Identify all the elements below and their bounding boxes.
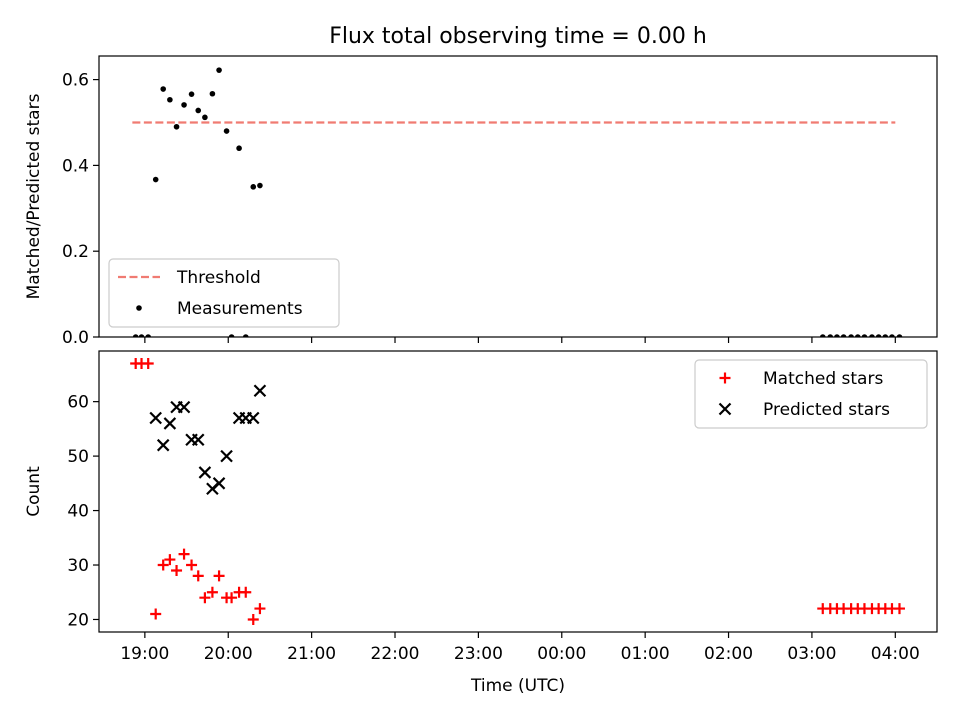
ratio-legend-box — [108, 258, 340, 328]
measurement-point — [827, 334, 834, 337]
matched-stars-point — [240, 586, 252, 598]
measurement-point — [132, 334, 139, 337]
predicted-stars-point — [246, 411, 260, 425]
measurement-point — [889, 334, 895, 337]
count-panel: 20 30 40 50 60 19:00 20:00 21:00 22:00 23:00 00:00… — [24, 350, 938, 696]
predicted-stars-point — [253, 384, 267, 398]
measurement-point — [181, 102, 187, 108]
matched-stars-point — [247, 613, 259, 625]
count-ytick-label: 20 — [67, 610, 89, 630]
xtick-label: 20:00 — [204, 644, 253, 664]
measurement-point — [173, 123, 180, 130]
ratio-legend: Threshold Measurements — [108, 258, 340, 328]
matched-stars-point — [178, 548, 190, 560]
count-legend-box — [694, 359, 928, 429]
measurement-point — [819, 334, 826, 337]
measurement-point — [882, 334, 889, 337]
count-data — [130, 358, 905, 625]
matched-stars-point — [150, 608, 162, 620]
xtick-label: 04:00 — [871, 644, 920, 664]
measurement-point — [138, 334, 145, 337]
ratio-data — [132, 67, 903, 337]
count-ytick-label: 60 — [67, 393, 89, 413]
ratio-ylabel: Matched/Predicted stars — [24, 93, 44, 299]
measurement-point — [188, 91, 195, 97]
legend-label: Matched stars — [763, 369, 883, 389]
ratio-ytick-label: 0.6 — [62, 71, 89, 91]
ratio-ytick-label: 0.2 — [62, 242, 89, 262]
xtick-label: 19:00 — [120, 644, 169, 664]
matched-stars-point — [213, 570, 225, 582]
xtick-label: 22:00 — [371, 644, 420, 664]
matched-stars-point — [254, 603, 266, 615]
measurement-point — [145, 334, 151, 337]
predicted-stars-point — [220, 449, 233, 463]
count-legend: Matched stars Predicted stars — [694, 359, 928, 429]
ratio-ytick-label: 0.0 — [62, 328, 89, 348]
legend-label: Measurements — [177, 299, 303, 319]
measurement-point — [202, 114, 208, 121]
measurement-point — [167, 96, 173, 103]
xlabel: Time (UTC) — [470, 676, 565, 696]
legend-label: Predicted stars — [763, 400, 890, 420]
legend-label: Threshold — [176, 268, 261, 288]
measurement-point — [250, 184, 257, 190]
matched-stars-point — [142, 358, 154, 370]
measurement-point — [160, 86, 167, 92]
chart-title: Flux total observing time = 0.00 h — [329, 24, 707, 49]
count-ytick-label: 50 — [67, 447, 89, 467]
count-ytick-label: 30 — [67, 556, 89, 576]
measurement-point — [228, 334, 235, 337]
measurement-point — [209, 90, 216, 97]
ratio-panel: 0.0 0.2 0.4 0.6 Matched/Predicted stars Thres… — [24, 55, 938, 348]
ratio-frame — [98, 55, 938, 338]
legend-matched-swatch — [719, 372, 731, 384]
matched-stars-point — [206, 586, 218, 598]
xtick-label: 02:00 — [704, 644, 753, 664]
matched-stars-point — [186, 559, 198, 571]
measurement-point — [257, 182, 263, 189]
predicted-stars-point — [163, 417, 177, 430]
matched-stars-point — [171, 564, 183, 576]
measurement-point — [216, 67, 222, 73]
measurement-point — [242, 334, 249, 337]
legend-measurement-swatch — [136, 305, 142, 311]
ratio-ytick-label: 0.4 — [62, 156, 89, 176]
measurement-point — [152, 176, 159, 183]
predicted-stars-point — [191, 433, 205, 447]
count-frame — [98, 350, 938, 633]
predicted-stars-point — [198, 466, 212, 479]
xtick-label: 21:00 — [287, 644, 336, 664]
matched-stars-point — [164, 554, 176, 566]
xtick-label: 03:00 — [787, 644, 836, 664]
measurement-point — [195, 107, 202, 114]
xtick-label: 00:00 — [537, 644, 586, 664]
xtick-label: 23:00 — [454, 644, 503, 664]
measurement-point — [854, 334, 861, 337]
measurement-point — [875, 334, 882, 337]
xtick-label: 01:00 — [621, 644, 670, 664]
matched-stars-point — [199, 592, 211, 604]
measurement-point — [861, 334, 868, 337]
matched-stars-point — [226, 592, 238, 604]
count-ytick-label: 40 — [67, 502, 89, 522]
measurement-point — [223, 128, 230, 134]
predicted-stars-point — [149, 411, 162, 425]
legend-predicted-swatch — [718, 402, 732, 416]
matched-stars-point — [192, 570, 204, 582]
measurement-point — [869, 334, 875, 337]
measurement-point — [896, 334, 903, 337]
matched-stars-point — [893, 603, 905, 615]
measurement-point — [834, 334, 840, 337]
predicted-stars-point — [177, 400, 191, 414]
matched-stars-point — [157, 559, 169, 571]
measurement-point — [840, 334, 847, 337]
count-ylabel: Count — [24, 466, 44, 517]
measurement-point — [236, 145, 242, 152]
predicted-stars-point — [156, 438, 170, 452]
measurement-point — [848, 334, 854, 337]
predicted-stars-point — [212, 477, 226, 490]
